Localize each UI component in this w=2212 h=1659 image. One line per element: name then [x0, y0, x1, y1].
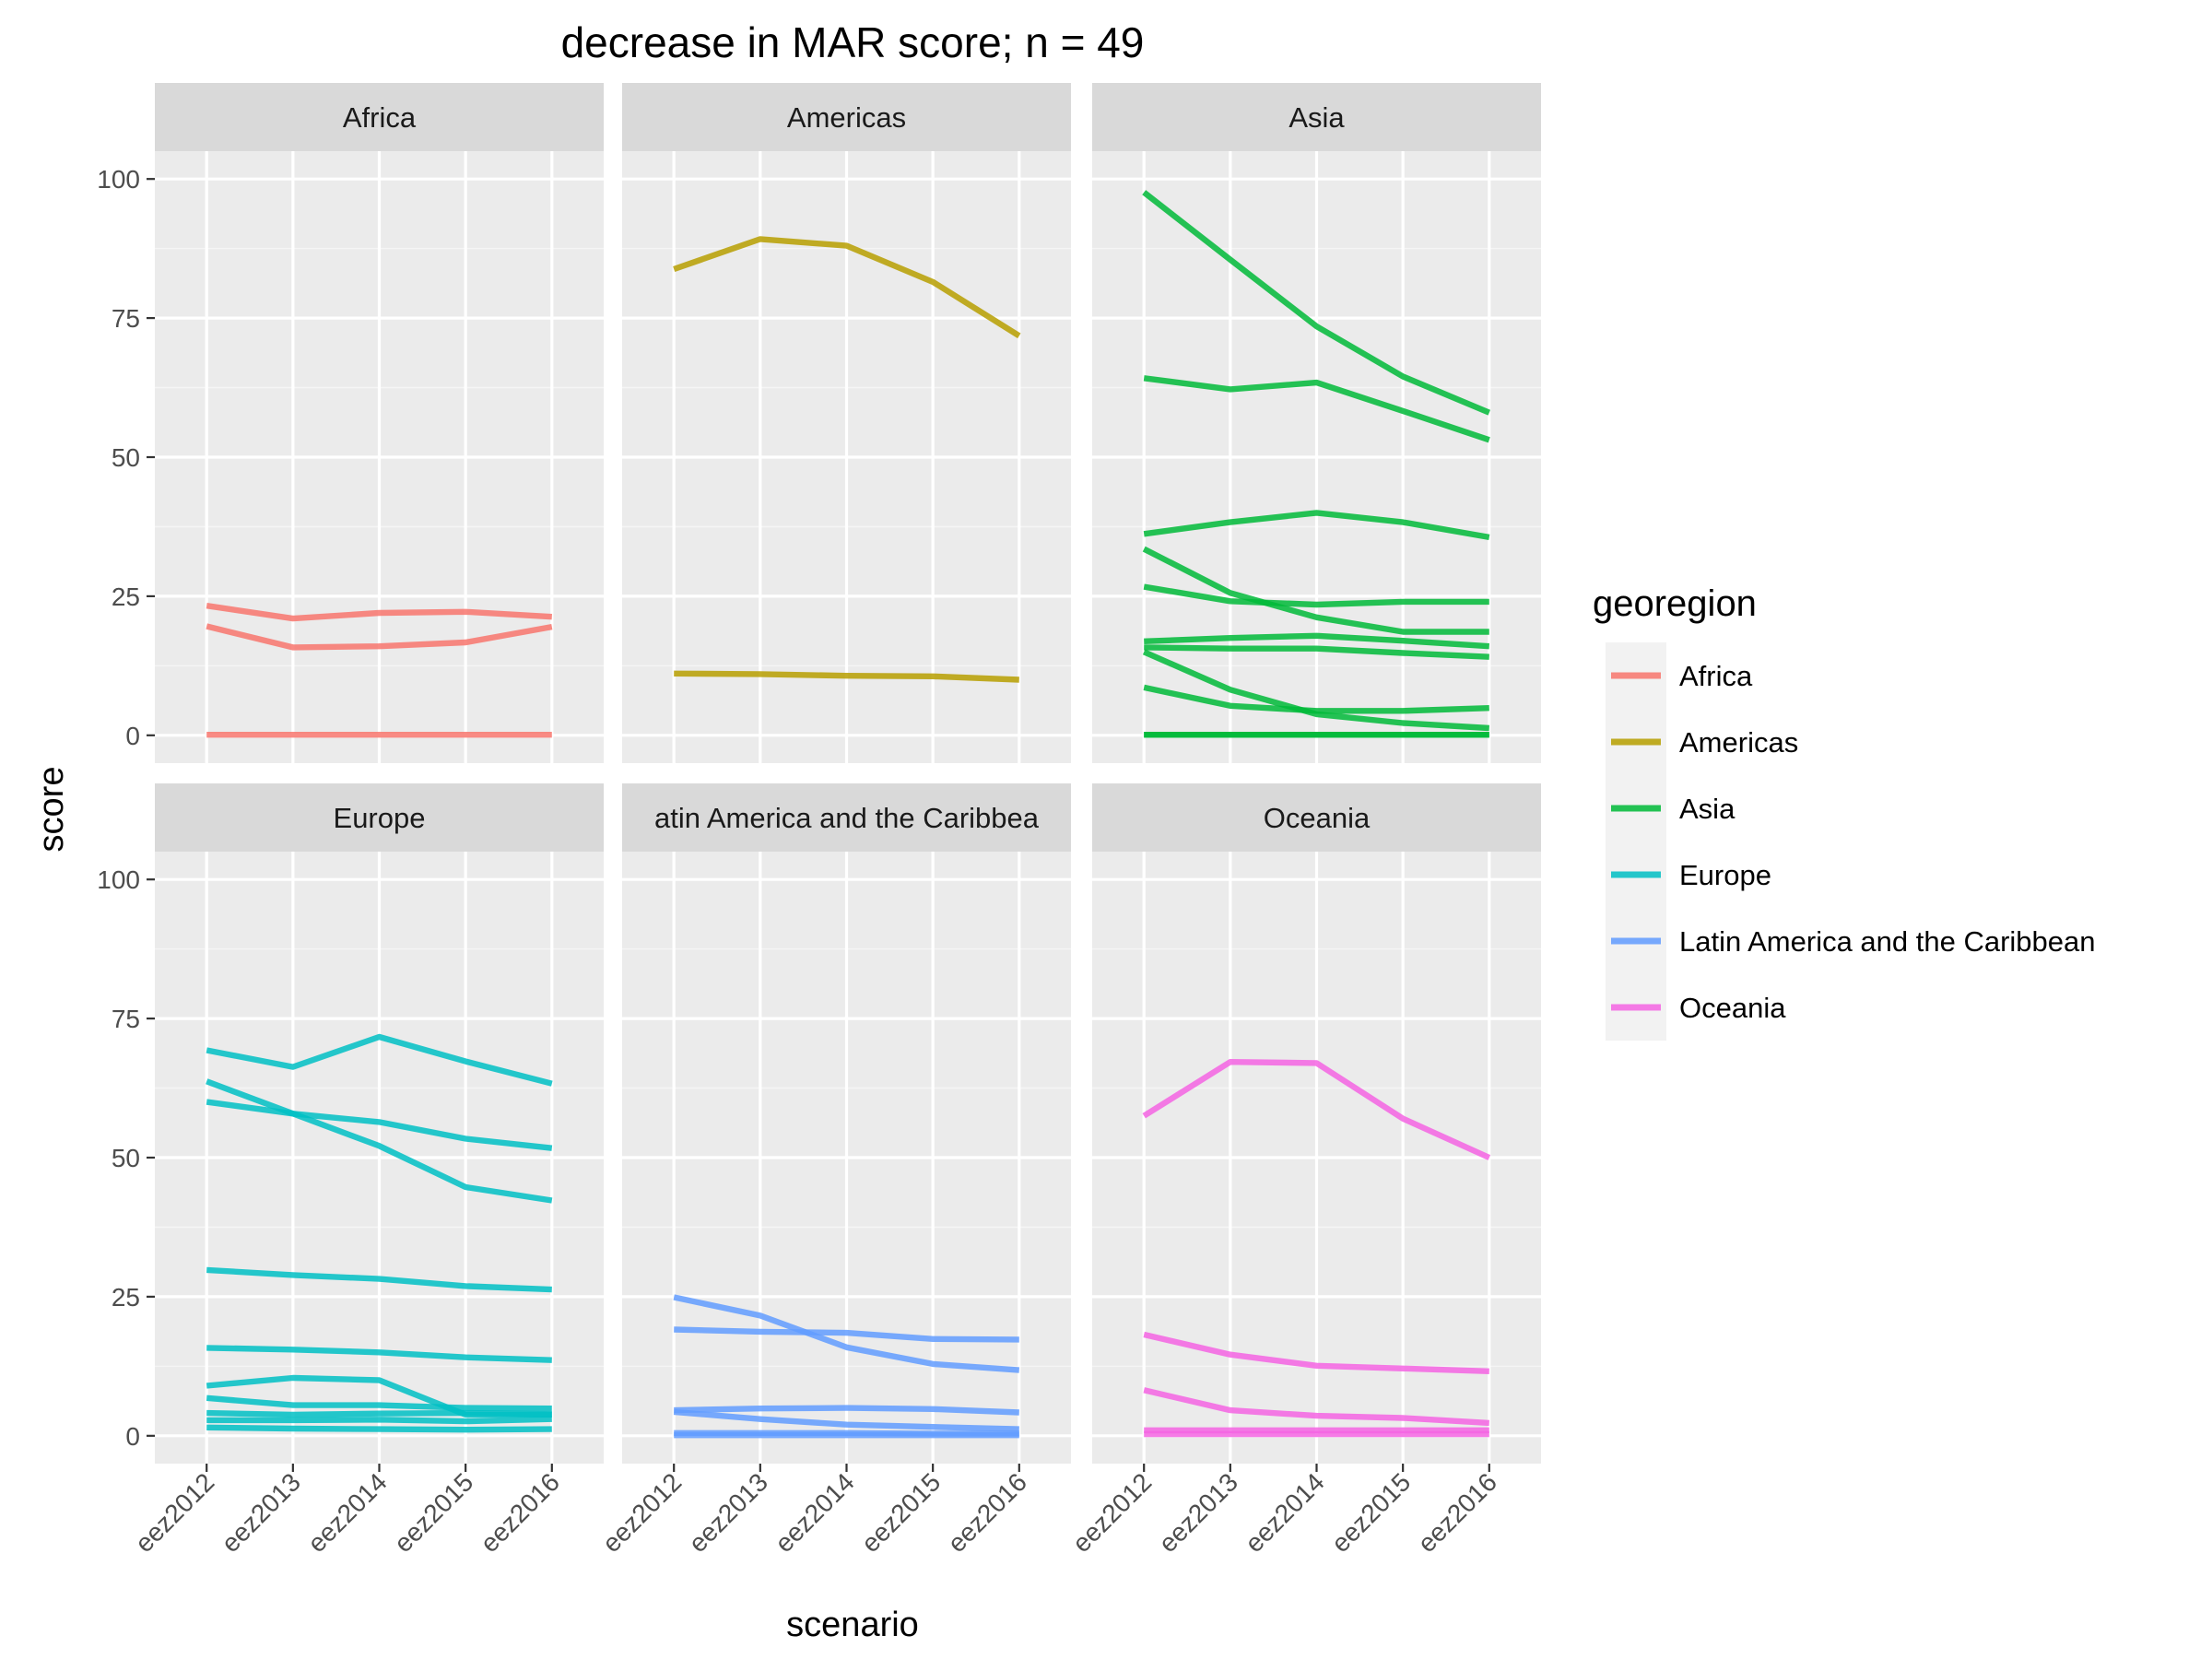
series-line-europe-1 [206, 1033, 553, 1087]
series-line-asia-4 [1142, 546, 1489, 635]
y-tick-label: 25 [112, 1283, 140, 1312]
y-tick-label: 50 [112, 1144, 140, 1172]
legend-entry-asia: Asia [1606, 775, 1735, 841]
strip-background [155, 783, 604, 852]
y-tick-label: 25 [112, 582, 140, 611]
strip-asia: Asia [1092, 83, 1541, 151]
panel-latin-america-and-the-caribbean: atin America and the Caribbeaeez2012eez2… [597, 783, 1071, 1558]
legend: georegion Africa Americas Asia Europe Latin … [1593, 583, 2096, 1041]
strip-label: Oceania [1264, 802, 1371, 834]
strip-background [155, 83, 604, 151]
strip-americas: Americas [622, 83, 1071, 151]
series-line-europe-4 [206, 1266, 552, 1293]
facet-panels: Africa 0 25 50 75 100 Americas Asia Europe 0 25 50 7… [97, 83, 1541, 1558]
legend-label: Asia [1679, 793, 1735, 825]
series-line-asia-1 [1142, 190, 1491, 416]
strip-label: Asia [1288, 101, 1345, 134]
legend-label: Africa [1679, 660, 1753, 692]
strip-label: atin America and the Caribbea [654, 802, 1040, 834]
series-line-oceania-3 [1143, 1387, 1489, 1427]
series-line-latin-america-and-the-caribbean-1 [673, 1294, 1020, 1373]
series-line-asia-9 [1143, 684, 1489, 714]
legend-entry-americas: Americas [1606, 709, 1798, 775]
series-line-latin-america-and-the-caribbean-4 [673, 1408, 1019, 1432]
strip-europe: Europe [155, 783, 604, 852]
panel-europe: Europe0255075100eez2012eez2013eez2014eez… [97, 783, 604, 1558]
strip-background [622, 783, 1071, 852]
legend-entry-oceania: Oceania [1606, 974, 1786, 1041]
chart-title: decrease in MAR score; n = 49 [561, 18, 1145, 66]
strip-label: Africa [343, 101, 417, 134]
legend-label: Oceania [1679, 992, 1786, 1024]
series-line-oceania-2 [1143, 1331, 1489, 1374]
series-line-latin-america-and-the-caribbean-2 [674, 1326, 1019, 1343]
series-line-asia-3 [1143, 510, 1490, 541]
legend-entry-africa: Africa [1606, 642, 1753, 709]
legend-title: georegion [1593, 583, 1757, 624]
strip-background [1092, 83, 1541, 151]
panel-asia: Asia [1092, 83, 1541, 763]
y-tick-label: 75 [112, 1005, 140, 1033]
series-line-europe-2 [206, 1078, 553, 1204]
series-line-africa-2 [206, 623, 553, 651]
series-line-europe-5 [206, 1345, 552, 1363]
series-line-latin-america-and-the-caribbean-3 [674, 1405, 1019, 1416]
strip-background [1092, 783, 1541, 852]
y-tick-label: 0 [125, 1422, 140, 1451]
x-axis-title: scenario [786, 1606, 919, 1644]
series-line-europe-9 [206, 1416, 552, 1425]
series-line-asia-2 [1143, 375, 1490, 443]
legend-label: Europe [1679, 859, 1771, 891]
series-line-europe-3 [206, 1099, 553, 1151]
series-line-asia-8 [1142, 649, 1489, 732]
panel-oceania: Oceaniaeez2012eez2013eez2014eez2015eez20… [1067, 783, 1541, 1558]
legend-label: Americas [1679, 726, 1798, 759]
legend-entry-latin-america-and-the-caribbean: Latin America and the Caribbean [1606, 908, 2096, 974]
legend-entry-europe: Europe [1606, 841, 1771, 908]
strip-background [622, 83, 1071, 151]
strip-latin-america-and-the-caribbean: atin America and the Caribbea [622, 783, 1071, 852]
panel-africa: Africa 0 25 50 75 100 [97, 83, 604, 763]
series-line-africa-1 [206, 603, 552, 622]
series-line-asia-7 [1144, 644, 1489, 660]
y-tick-label: 100 [97, 865, 140, 894]
y-tick-label: 50 [112, 443, 140, 472]
series-line-americas-2 [674, 670, 1019, 683]
series-line-europe-7 [206, 1394, 552, 1412]
strip-label: Americas [787, 101, 906, 134]
panel-americas: Americas [622, 83, 1071, 763]
series-line-asia-6 [1144, 632, 1490, 650]
strip-oceania: Oceania [1092, 783, 1541, 852]
y-tick-label: 75 [112, 304, 140, 333]
series-line-oceania-1 [1142, 1059, 1491, 1160]
strip-africa: Africa [155, 83, 604, 151]
series-line-americas-1 [673, 236, 1021, 339]
series-line-europe-8 [206, 1409, 552, 1418]
series-line-asia-5 [1143, 583, 1489, 608]
series-line-europe-10 [206, 1424, 552, 1433]
strip-label: Europe [334, 802, 426, 834]
legend-label: Latin America and the Caribbean [1679, 925, 2096, 958]
y-tick-label: 100 [97, 165, 140, 194]
y-axis-title: score [32, 767, 71, 853]
y-tick-label: 0 [125, 722, 140, 750]
